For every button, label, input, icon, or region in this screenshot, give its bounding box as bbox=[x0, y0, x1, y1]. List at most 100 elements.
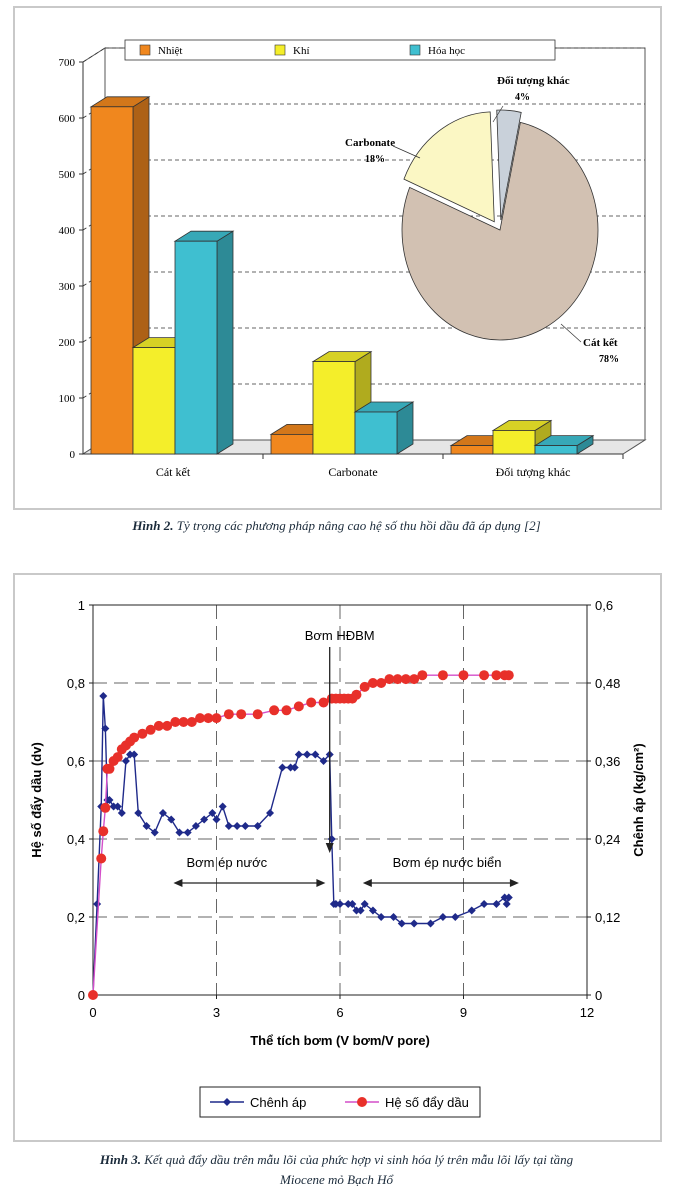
y-tick-label: 0 bbox=[78, 988, 85, 1003]
pie-value: 4% bbox=[515, 92, 530, 103]
data-point bbox=[153, 720, 164, 731]
plot-frame bbox=[92, 604, 588, 996]
data-point bbox=[502, 900, 511, 908]
y-tick-label: 0 bbox=[70, 449, 76, 461]
y2-tick-label: 0,36 bbox=[595, 754, 620, 769]
data-point bbox=[158, 809, 167, 817]
pie-label: Cát kết bbox=[583, 337, 618, 349]
y2-tick-label: 0,24 bbox=[595, 832, 620, 847]
data-point bbox=[129, 732, 140, 743]
figure-3-panel: 0 0,2 0,4 0,6 0,8 1 0 0,12 0,24 0,36 0,48 0,6 0 3 6 9 12… bbox=[13, 573, 662, 1142]
data-point bbox=[491, 670, 502, 681]
data-point bbox=[417, 670, 428, 681]
data-point bbox=[109, 802, 118, 811]
data-point bbox=[105, 796, 114, 804]
data-point bbox=[503, 670, 514, 681]
data-point bbox=[200, 815, 209, 824]
y2-tick-label: 0 bbox=[595, 988, 602, 1003]
data-point bbox=[170, 717, 181, 727]
y-tick-label: 300 bbox=[59, 281, 76, 293]
data-point bbox=[400, 674, 411, 685]
figure-2-caption: Hình 2. Tỷ trọng các phương pháp nâng ca… bbox=[0, 518, 673, 534]
data-point bbox=[331, 900, 340, 908]
y2-axis-label: Chênh áp (kg/cm²) bbox=[631, 743, 646, 856]
data-point bbox=[389, 913, 398, 921]
y-tick-label: 100 bbox=[59, 393, 76, 405]
data-point bbox=[236, 709, 247, 720]
legend-swatch bbox=[409, 44, 421, 56]
pie-value: 18% bbox=[365, 154, 385, 165]
data-point bbox=[286, 763, 295, 772]
gridline-side bbox=[82, 47, 106, 63]
figure-3-label: Hình 3. bbox=[99, 1152, 142, 1167]
data-point bbox=[290, 763, 299, 772]
data-point bbox=[183, 828, 192, 837]
bar bbox=[312, 361, 356, 455]
legend-label: Nhiệt bbox=[158, 45, 182, 57]
data-point bbox=[266, 809, 275, 817]
data-point bbox=[360, 900, 369, 908]
bar bbox=[534, 445, 578, 455]
legend: Chênh áp Hệ số đẩy dầu bbox=[199, 1086, 481, 1118]
x-tick-label: Carbonate bbox=[328, 465, 377, 479]
pie-value: 78% bbox=[599, 354, 619, 365]
data-point bbox=[451, 913, 460, 921]
legend-label: Khí bbox=[293, 45, 310, 57]
data-point bbox=[223, 709, 234, 720]
data-point bbox=[112, 752, 123, 763]
x-tick-label: Cát kết bbox=[156, 465, 191, 479]
data-point bbox=[397, 919, 406, 928]
y2-tick-label: 0,6 bbox=[595, 598, 613, 613]
x-tick-label: 3 bbox=[213, 1005, 220, 1020]
data-point bbox=[344, 900, 353, 908]
data-point bbox=[318, 697, 329, 708]
data-point bbox=[278, 763, 287, 772]
x-tick-label: 9 bbox=[460, 1005, 467, 1020]
bar bbox=[450, 445, 494, 455]
data-point bbox=[492, 900, 501, 908]
annotation-arrowhead bbox=[325, 843, 334, 853]
legend-swatch bbox=[139, 44, 151, 56]
bar-side bbox=[216, 230, 234, 455]
bar-chart-3d: 0 100 200 300 400 500 600 700 Cát kết Carbonate Đố… bbox=[59, 39, 647, 479]
data-point bbox=[191, 822, 200, 830]
data-point bbox=[437, 670, 448, 681]
legend-box bbox=[199, 1086, 481, 1118]
data-point bbox=[281, 705, 292, 716]
data-point bbox=[294, 750, 303, 759]
annotation-label: Bơm ép nước bbox=[186, 855, 267, 870]
pie-leader bbox=[392, 145, 421, 159]
data-point bbox=[351, 689, 362, 700]
legend-label: Chênh áp bbox=[250, 1095, 306, 1110]
y2-tick-label: 0,12 bbox=[595, 910, 620, 925]
legend-box bbox=[124, 39, 556, 61]
data-point bbox=[98, 826, 109, 837]
data-point bbox=[367, 678, 378, 688]
legend-label: Hệ số đẩy dầu bbox=[385, 1095, 469, 1110]
annotation-arrowhead bbox=[362, 879, 372, 887]
data-point bbox=[126, 750, 135, 759]
legend-label: Hóa học bbox=[428, 45, 465, 57]
data-point bbox=[134, 809, 143, 817]
data-point bbox=[117, 809, 126, 817]
x-axis-label: Thể tích bơm (V bơm/V pore) bbox=[250, 1033, 430, 1048]
data-point bbox=[480, 900, 489, 908]
data-point bbox=[327, 835, 336, 843]
data-point bbox=[359, 681, 370, 692]
pie-slice bbox=[401, 121, 599, 341]
annotation-label: Bơm ép nước biển bbox=[393, 855, 502, 870]
data-point bbox=[218, 802, 227, 811]
data-point bbox=[426, 919, 435, 928]
y-tick-label: 0,4 bbox=[67, 832, 85, 847]
data-point bbox=[392, 674, 403, 685]
y-tick-label: 0,8 bbox=[67, 676, 85, 691]
data-point bbox=[352, 906, 361, 915]
x-tick-label: 12 bbox=[580, 1005, 594, 1020]
data-point bbox=[186, 717, 197, 727]
data-point bbox=[101, 724, 110, 733]
data-point bbox=[99, 692, 108, 700]
pie-leader bbox=[492, 105, 504, 123]
data-point bbox=[96, 853, 107, 864]
y-tick-label: 700 bbox=[59, 57, 76, 69]
legend: Nhiệt Khí Hóa học bbox=[124, 39, 556, 61]
